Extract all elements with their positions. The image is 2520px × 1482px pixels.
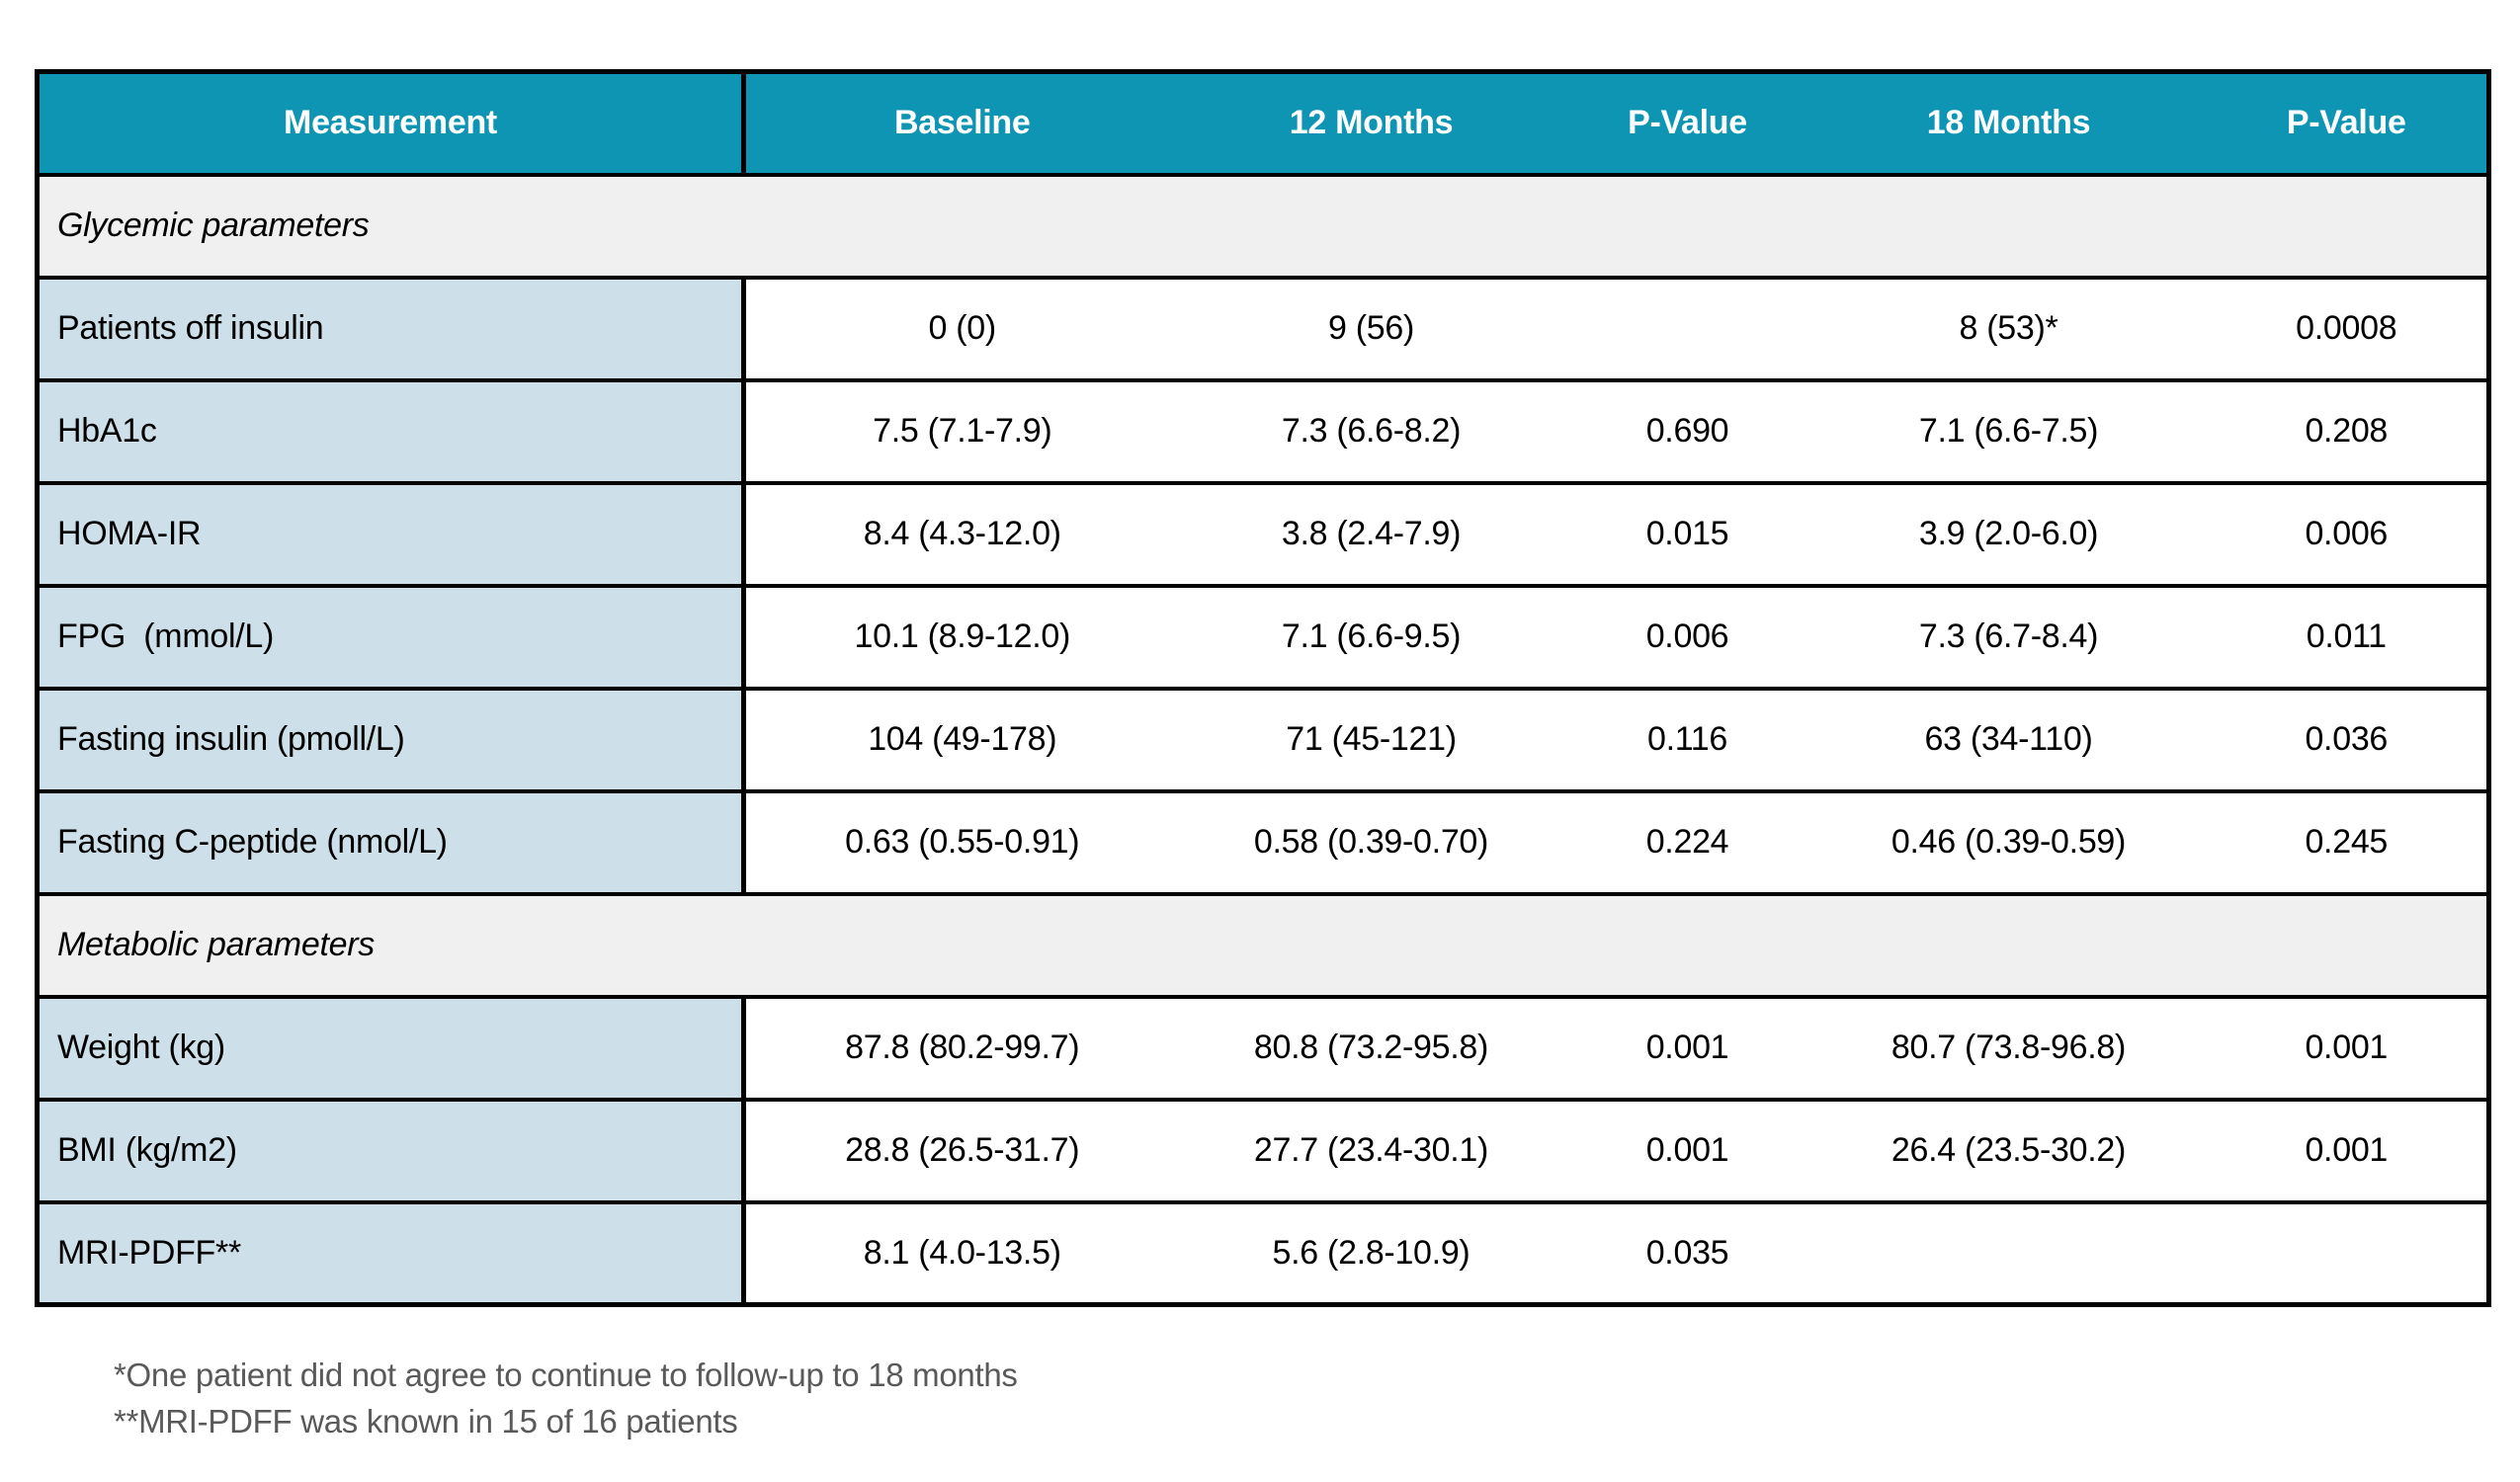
cell-p-value-12 [1563, 277, 1811, 380]
cell-p-value-18: 0.001 [2206, 1099, 2489, 1202]
cell-baseline: 28.8 (26.5-31.7) [743, 1099, 1179, 1202]
cell-baseline: 87.8 (80.2-99.7) [743, 996, 1179, 1100]
cell-baseline: 0 (0) [743, 277, 1179, 380]
row-patients-off-insulin: Patients off insulin 0 (0) 9 (56) 8 (53)… [37, 277, 2489, 380]
cell-18-months: 80.7 (73.8-96.8) [1810, 996, 2207, 1100]
cell-p-value-12: 0.116 [1563, 688, 1811, 791]
cell-12-months: 71 (45-121) [1178, 688, 1564, 791]
cell-p-value-12: 0.015 [1563, 482, 1811, 586]
row-bmi: BMI (kg/m2) 28.8 (26.5-31.7) 27.7 (23.4-… [37, 1099, 2489, 1202]
cell-baseline: 104 (49-178) [743, 688, 1179, 791]
cell-p-value-12: 0.001 [1563, 1099, 1811, 1202]
cell-18-months: 26.4 (23.5-30.2) [1810, 1099, 2207, 1202]
footnote-18-months: *One patient did not agree to continue t… [114, 1357, 1018, 1393]
col-header-p-value-18: P-Value [2206, 71, 2489, 175]
row-hba1c: HbA1c 7.5 (7.1-7.9) 7.3 (6.6-8.2) 0.690 … [37, 379, 2489, 483]
cell-18-months: 8 (53)* [1810, 277, 2207, 380]
cell-12-months: 5.6 (2.8-10.9) [1178, 1201, 1564, 1305]
cell-baseline: 10.1 (8.9-12.0) [743, 585, 1179, 689]
row-mri-pdff: MRI-PDFF** 8.1 (4.0-13.5) 5.6 (2.8-10.9)… [37, 1201, 2489, 1305]
cell-baseline: 7.5 (7.1-7.9) [743, 379, 1179, 483]
cell-18-months: 7.3 (6.7-8.4) [1810, 585, 2207, 689]
cell-12-months: 0.58 (0.39-0.70) [1178, 790, 1564, 894]
cell-baseline: 8.1 (4.0-13.5) [743, 1201, 1179, 1305]
row-fpg: FPG (mmol/L) 10.1 (8.9-12.0) 7.1 (6.6-9.… [37, 585, 2489, 689]
cell-12-months: 27.7 (23.4-30.1) [1178, 1099, 1564, 1202]
col-header-baseline: Baseline [743, 71, 1179, 175]
cell-baseline: 0.63 (0.55-0.91) [743, 790, 1179, 894]
cell-12-months: 7.1 (6.6-9.5) [1178, 585, 1564, 689]
row-label: HbA1c [37, 379, 746, 483]
cell-p-value-18: 0.006 [2206, 482, 2489, 586]
row-label: BMI (kg/m2) [37, 1099, 746, 1202]
cell-baseline: 8.4 (4.3-12.0) [743, 482, 1179, 586]
row-label: MRI-PDFF** [37, 1201, 746, 1305]
cell-18-months: 3.9 (2.0-6.0) [1810, 482, 2207, 586]
cell-p-value-18: 0.245 [2206, 790, 2489, 894]
cell-18-months: 0.46 (0.39-0.59) [1810, 790, 2207, 894]
row-label: HOMA-IR [37, 482, 746, 586]
cell-12-months: 80.8 (73.2-95.8) [1178, 996, 1564, 1100]
cell-18-months: 63 (34-110) [1810, 688, 2207, 791]
cell-12-months: 9 (56) [1178, 277, 1564, 380]
row-label: Fasting C-peptide (nmol/L) [37, 790, 746, 894]
cell-p-value-18: 0.011 [2206, 585, 2489, 689]
measurement-table: Measurement Baseline 12 Months P-Value 1… [35, 69, 2491, 1307]
cell-p-value-18 [2206, 1201, 2489, 1305]
row-fasting-c-peptide: Fasting C-peptide (nmol/L) 0.63 (0.55-0.… [37, 790, 2489, 894]
footnote-mri-pdff: **MRI-PDFF was known in 15 of 16 patient… [114, 1403, 738, 1440]
cell-12-months: 7.3 (6.6-8.2) [1178, 379, 1564, 483]
row-label: Fasting insulin (pmoll/L) [37, 688, 746, 791]
cell-p-value-12: 0.001 [1563, 996, 1811, 1100]
section-row-glycemic: Glycemic parameters [37, 174, 2489, 278]
cell-p-value-12: 0.224 [1563, 790, 1811, 894]
section-row-metabolic: Metabolic parameters [37, 893, 2489, 997]
section-title-metabolic: Metabolic parameters [37, 893, 2489, 997]
col-header-12-months: 12 Months [1178, 71, 1564, 175]
cell-18-months: 7.1 (6.6-7.5) [1810, 379, 2207, 483]
col-header-18-months: 18 Months [1810, 71, 2207, 175]
row-label: FPG (mmol/L) [37, 585, 746, 689]
cell-18-months [1810, 1201, 2207, 1305]
cell-p-value-18: 0.036 [2206, 688, 2489, 791]
row-fasting-insulin: Fasting insulin (pmoll/L) 104 (49-178) 7… [37, 688, 2489, 791]
col-header-measurement: Measurement [37, 71, 746, 175]
section-title-glycemic: Glycemic parameters [37, 174, 2489, 278]
table-header-row: Measurement Baseline 12 Months P-Value 1… [37, 71, 2489, 175]
row-label: Weight (kg) [37, 996, 746, 1100]
cell-p-value-18: 0.001 [2206, 996, 2489, 1100]
cell-p-value-12: 0.006 [1563, 585, 1811, 689]
footnotes: *One patient did not agree to continue t… [114, 1352, 1018, 1444]
row-homa-ir: HOMA-IR 8.4 (4.3-12.0) 3.8 (2.4-7.9) 0.0… [37, 482, 2489, 586]
cell-p-value-12: 0.690 [1563, 379, 1811, 483]
cell-12-months: 3.8 (2.4-7.9) [1178, 482, 1564, 586]
row-weight: Weight (kg) 87.8 (80.2-99.7) 80.8 (73.2-… [37, 996, 2489, 1100]
cell-p-value-18: 0.208 [2206, 379, 2489, 483]
row-label: Patients off insulin [37, 277, 746, 380]
cell-p-value-12: 0.035 [1563, 1201, 1811, 1305]
col-header-p-value-12: P-Value [1563, 71, 1811, 175]
cell-p-value-18: 0.0008 [2206, 277, 2489, 380]
